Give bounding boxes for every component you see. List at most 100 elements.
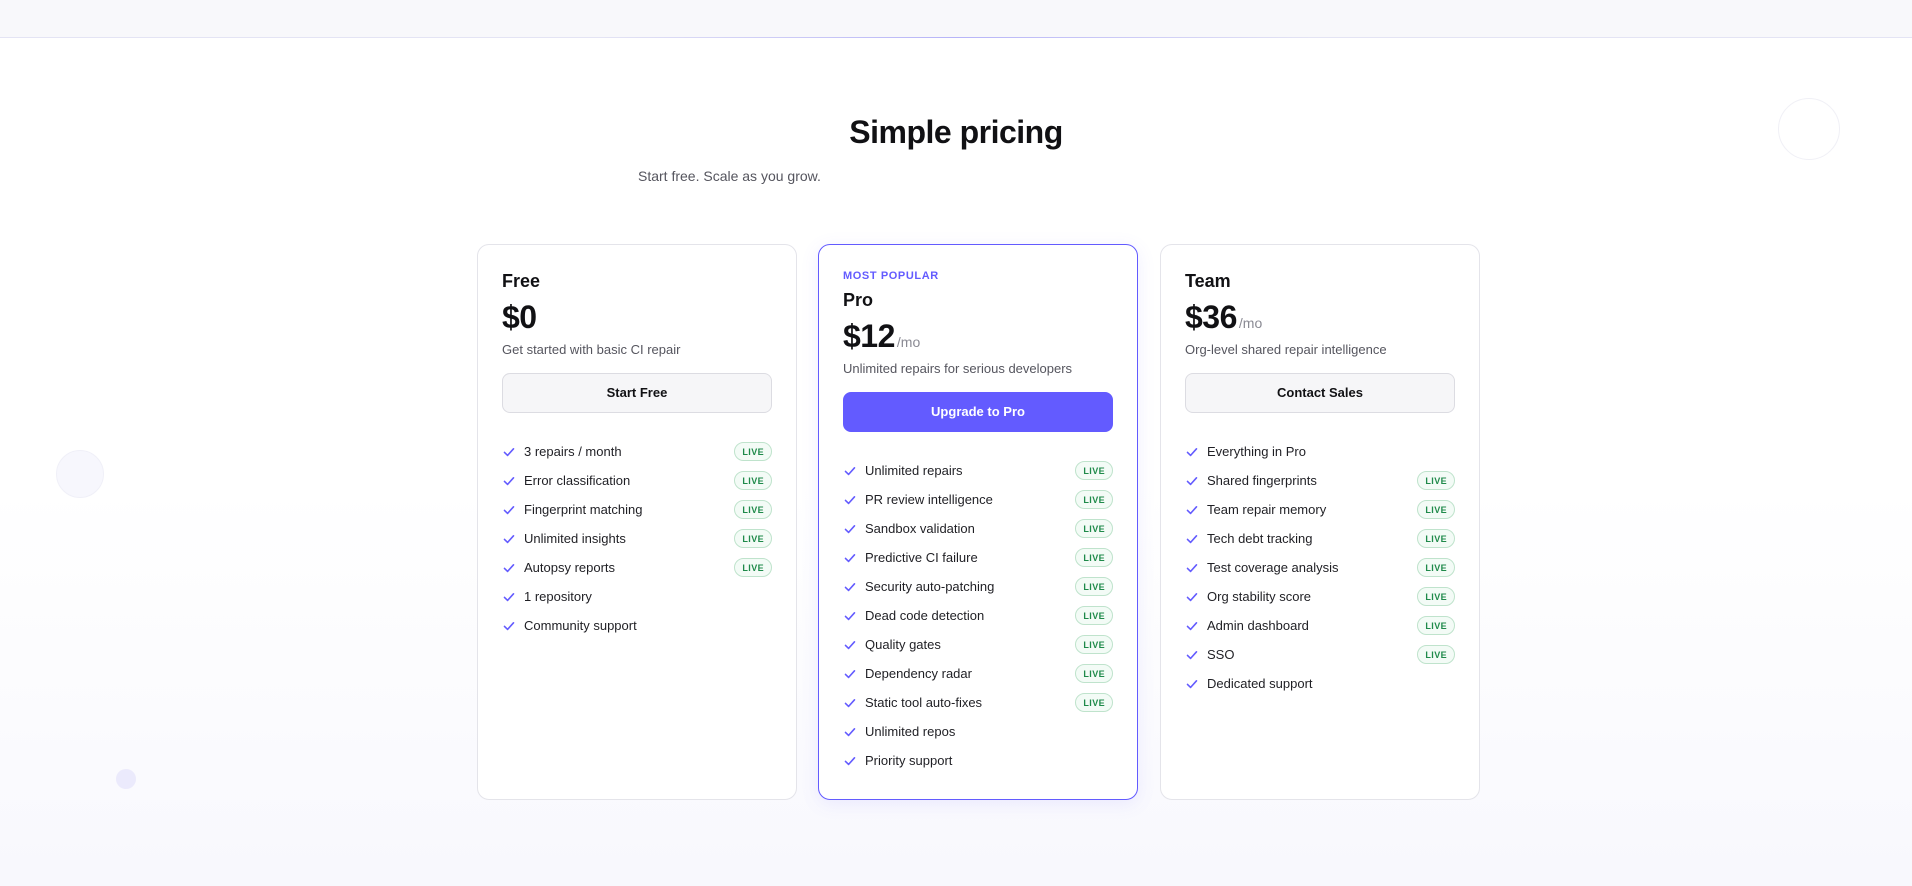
plan-price: $0 <box>502 299 537 335</box>
feature-item: Fingerprint matching LIVE <box>502 495 772 524</box>
check-icon <box>844 466 856 475</box>
feature-item: Admin dashboard LIVE <box>1185 611 1455 640</box>
feature-label: Tech debt tracking <box>1207 531 1313 546</box>
feature-item: Dependency radar LIVE <box>843 659 1113 688</box>
live-badge: LIVE <box>1075 490 1113 509</box>
feature-item: PR review intelligence LIVE <box>843 485 1113 514</box>
plan-name: Team <box>1185 271 1231 291</box>
check-icon <box>844 553 856 562</box>
feature-item: Security auto-patching LIVE <box>843 572 1113 601</box>
feature-label: Quality gates <box>865 637 941 652</box>
check-icon <box>503 505 515 514</box>
feature-list: Everything in Pro Shared fingerprints LIVE… <box>1185 437 1455 698</box>
feature-label: Error classification <box>524 473 631 488</box>
feature-label: Admin dashboard <box>1207 618 1309 633</box>
plan-period: /mo <box>896 334 921 350</box>
live-badge: LIVE <box>734 558 772 577</box>
plan-price: $12 <box>843 318 895 354</box>
feature-label: Sandbox validation <box>865 521 975 536</box>
feature-label: Shared fingerprints <box>1207 473 1317 488</box>
feature-label: 3 repairs / month <box>524 444 622 459</box>
plan-card-pro: MOST POPULAR Pro $12 /mo Unlimited repai… <box>818 244 1138 800</box>
live-badge: LIVE <box>1417 529 1455 548</box>
feature-label: Org stability score <box>1207 589 1312 604</box>
feature-item: Error classification LIVE <box>502 466 772 495</box>
feature-item: Sandbox validation LIVE <box>843 514 1113 543</box>
live-badge: LIVE <box>1075 606 1113 625</box>
feature-item: Dead code detection LIVE <box>843 601 1113 630</box>
live-badge: LIVE <box>1417 616 1455 635</box>
plan-period: /mo <box>1238 315 1263 331</box>
live-badge: LIVE <box>734 442 772 461</box>
page-subtitle: Start free. Scale as you grow. <box>638 168 821 184</box>
check-icon <box>844 495 856 504</box>
live-badge: LIVE <box>1075 693 1113 712</box>
feature-item: Predictive CI failure LIVE <box>843 543 1113 572</box>
feature-item: Unlimited insights LIVE <box>502 524 772 553</box>
live-badge: LIVE <box>1075 519 1113 538</box>
check-icon <box>1186 621 1198 630</box>
feature-label: Dependency radar <box>865 666 972 681</box>
decorative-circle <box>1778 98 1840 160</box>
price-row: $0 <box>502 299 772 336</box>
live-badge: LIVE <box>1075 664 1113 683</box>
check-icon <box>844 756 856 765</box>
live-badge: LIVE <box>1075 577 1113 596</box>
feature-item: Test coverage analysis LIVE <box>1185 553 1455 582</box>
live-badge: LIVE <box>1417 645 1455 664</box>
decorative-circle <box>56 450 104 498</box>
feature-item: 3 repairs / month LIVE <box>502 437 772 466</box>
check-icon <box>503 563 515 572</box>
plan-card-free: Free $0 Get started with basic CI repair… <box>477 244 797 800</box>
plan-card-team: Team $36 /mo Org-level shared repair int… <box>1160 244 1480 800</box>
upgrade-to-pro-button[interactable]: Upgrade to Pro <box>843 392 1113 432</box>
live-badge: LIVE <box>1417 500 1455 519</box>
feature-item: Dedicated support <box>1185 669 1455 698</box>
feature-list: Unlimited repairs LIVE PR review intellige… <box>843 456 1113 775</box>
price-row: $36 /mo <box>1185 299 1455 336</box>
feature-label: Unlimited repairs <box>865 463 963 478</box>
feature-item: Static tool auto-fixes LIVE <box>843 688 1113 717</box>
start-free-button[interactable]: Start Free <box>502 373 772 413</box>
feature-label: Team repair memory <box>1207 502 1327 517</box>
feature-item: Tech debt tracking LIVE <box>1185 524 1455 553</box>
feature-item: Community support <box>502 611 772 640</box>
feature-label: Test coverage analysis <box>1207 560 1339 575</box>
live-badge: LIVE <box>1075 461 1113 480</box>
check-icon <box>844 640 856 649</box>
check-icon <box>1186 534 1198 543</box>
check-icon <box>844 582 856 591</box>
feature-item: Priority support <box>843 746 1113 775</box>
feature-label: Unlimited insights <box>524 531 626 546</box>
feature-label: Security auto-patching <box>865 579 995 594</box>
feature-label: Unlimited repos <box>865 724 956 739</box>
feature-item: 1 repository <box>502 582 772 611</box>
top-band <box>0 0 1912 38</box>
feature-label: Community support <box>524 618 637 633</box>
plan-name: Pro <box>843 290 874 310</box>
feature-label: 1 repository <box>524 589 592 604</box>
live-badge: LIVE <box>1075 548 1113 567</box>
check-icon <box>1186 505 1198 514</box>
plan-description: Unlimited repairs for serious developers <box>843 361 1073 376</box>
live-badge: LIVE <box>734 471 772 490</box>
feature-item: Everything in Pro <box>1185 437 1455 466</box>
price-row: $12 /mo <box>843 318 1113 355</box>
feature-item: Unlimited repos <box>843 717 1113 746</box>
check-icon <box>1186 679 1198 688</box>
check-icon <box>844 727 856 736</box>
feature-label: Autopsy reports <box>524 560 616 575</box>
feature-item: Team repair memory LIVE <box>1185 495 1455 524</box>
page-title: Simple pricing <box>849 114 1063 150</box>
live-badge: LIVE <box>1417 471 1455 490</box>
feature-label: Priority support <box>865 753 953 768</box>
live-badge: LIVE <box>1417 558 1455 577</box>
check-icon <box>1186 592 1198 601</box>
contact-sales-button[interactable]: Contact Sales <box>1185 373 1455 413</box>
check-icon <box>1186 650 1198 659</box>
live-badge: LIVE <box>1417 587 1455 606</box>
feature-label: Dead code detection <box>865 608 985 623</box>
live-badge: LIVE <box>734 500 772 519</box>
feature-list: 3 repairs / month LIVE Error classificatio… <box>502 437 772 640</box>
check-icon <box>844 611 856 620</box>
